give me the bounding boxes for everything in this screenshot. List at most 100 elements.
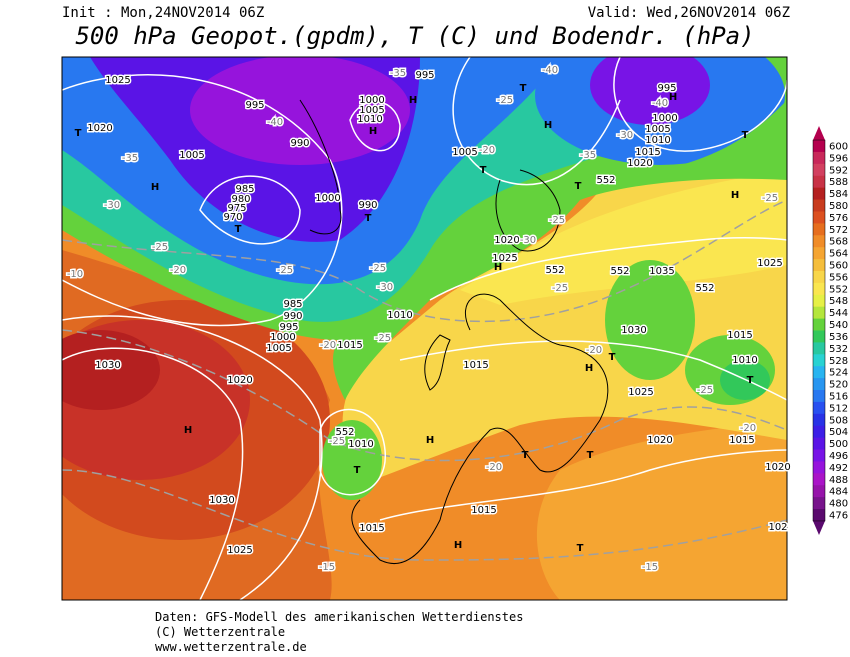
colorbar-label: 540 <box>829 320 848 331</box>
contour-label: 1010 <box>348 439 373 450</box>
colorbar-swatch <box>813 378 825 391</box>
contour-label: 995 <box>415 70 434 81</box>
colorbar-swatch <box>813 235 825 248</box>
colorbar-arrow-bottom <box>813 520 825 535</box>
contour-label: 1000 <box>652 113 677 124</box>
colorbar-label: 480 <box>829 499 848 510</box>
colorbar-swatch <box>813 354 825 367</box>
colorbar-swatch <box>813 425 825 439</box>
colorbar-label: 476 <box>829 511 848 522</box>
colorbar-label: 548 <box>829 296 848 307</box>
temperature-label: -20 <box>740 423 756 434</box>
colorbar-swatch <box>813 199 825 212</box>
contour-label: 1015 <box>635 147 660 158</box>
temperature-label: -35 <box>390 68 406 79</box>
contour-label: 1025 <box>227 545 252 556</box>
footer-url: www.wetterzentrale.de <box>155 640 307 654</box>
colorbar-label: 596 <box>829 153 848 164</box>
colorbar-label: 556 <box>829 272 848 283</box>
colorbar-swatch <box>813 330 825 343</box>
colorbar-label: 564 <box>829 249 848 260</box>
contour-label: 1020 <box>87 123 112 134</box>
temperature-label: -25 <box>552 283 568 294</box>
contour-label: 990 <box>358 200 377 211</box>
colorbar-swatch <box>813 413 825 427</box>
temperature-label: -30 <box>617 130 633 141</box>
contour-label: 1015 <box>729 435 754 446</box>
colorbar-swatch <box>813 175 825 189</box>
colorbar-swatch <box>813 163 825 177</box>
temperature-label: -25 <box>370 263 386 274</box>
temperature-label: -20 <box>586 345 602 356</box>
pressure-center: T <box>365 213 372 224</box>
pressure-center: H <box>731 190 739 201</box>
colorbar-swatch <box>813 390 825 403</box>
colorbar-label: 500 <box>829 439 848 450</box>
colorbar-label: 492 <box>829 463 848 474</box>
contour-label: 1005 <box>179 150 204 161</box>
colorbar-label: 508 <box>829 415 848 426</box>
colorbar-swatch <box>813 282 825 296</box>
contour-label: 1015 <box>337 340 362 351</box>
contour-label: 1030 <box>209 495 234 506</box>
contour-label: 1010 <box>357 114 382 125</box>
temperature-label: -35 <box>580 150 596 161</box>
title: 500 hPa Geopot.(gpdm), T (C) und Bodendr… <box>75 22 754 50</box>
contour-label: 1020 <box>647 435 672 446</box>
footer-copyright: (C) Wetterzentrale <box>155 625 285 639</box>
contour-label: 1015 <box>471 505 496 516</box>
temperature-label: -25 <box>152 242 168 253</box>
contour-label: 552 <box>610 266 629 277</box>
temperature-label: -35 <box>122 153 138 164</box>
contour-label: 995 <box>245 100 264 111</box>
pressure-center: H <box>426 435 434 446</box>
colorbar-swatch <box>813 473 825 486</box>
colorbar-swatch <box>813 497 825 510</box>
colorbar-swatch <box>813 437 825 451</box>
contour-label: 1030 <box>95 360 120 371</box>
colorbar-label: 488 <box>829 475 848 486</box>
colorbar-label: 516 <box>829 391 848 402</box>
contour-label: 102 <box>768 522 787 533</box>
pressure-center: T <box>577 543 584 554</box>
contour-label: 1010 <box>645 135 670 146</box>
colorbar-label: 580 <box>829 201 848 212</box>
temperature-label: -10 <box>67 269 83 280</box>
pressure-center: H <box>669 92 677 103</box>
colorbar-swatch <box>813 140 825 153</box>
contour-label: 1005 <box>645 124 670 135</box>
contour-label: 985 <box>235 184 254 195</box>
colorbar-label: 512 <box>829 403 848 414</box>
colorbar-swatch <box>813 187 825 201</box>
temperature-label: -25 <box>277 265 293 276</box>
contour-label: 985 <box>283 299 302 310</box>
temperature-label: -25 <box>697 385 713 396</box>
pressure-center: T <box>587 450 594 461</box>
colorbar-label: 504 <box>829 427 848 438</box>
contour-label: 1005 <box>266 343 291 354</box>
colorbar-label: 588 <box>829 177 848 188</box>
init-time: Init : Mon,24NOV2014 06Z <box>62 5 264 21</box>
map <box>62 57 787 600</box>
colorbar-label: 520 <box>829 380 848 391</box>
colorbar-label: 544 <box>829 308 848 319</box>
contour-label: 1020 <box>765 462 790 473</box>
pressure-center: T <box>480 165 487 176</box>
colorbar-label: 560 <box>829 261 848 272</box>
colorbar-swatch <box>813 151 825 165</box>
contour-label: 1030 <box>621 325 646 336</box>
colorbar-swatch <box>813 366 825 379</box>
pressure-center: H <box>454 540 462 551</box>
temperature-label: -40 <box>542 65 558 76</box>
colorbar-swatch <box>813 270 825 284</box>
temperature-label: -20 <box>486 462 502 473</box>
contour-label: 1000 <box>359 95 384 106</box>
colorbar-swatch <box>813 449 825 462</box>
contour-label: 1020 <box>494 235 519 246</box>
contour-label: 1005 <box>359 105 384 116</box>
temperature-label: -20 <box>320 340 336 351</box>
pressure-center: T <box>235 224 242 235</box>
contour-label: 980 <box>231 194 250 205</box>
contour-label: 990 <box>283 311 302 322</box>
